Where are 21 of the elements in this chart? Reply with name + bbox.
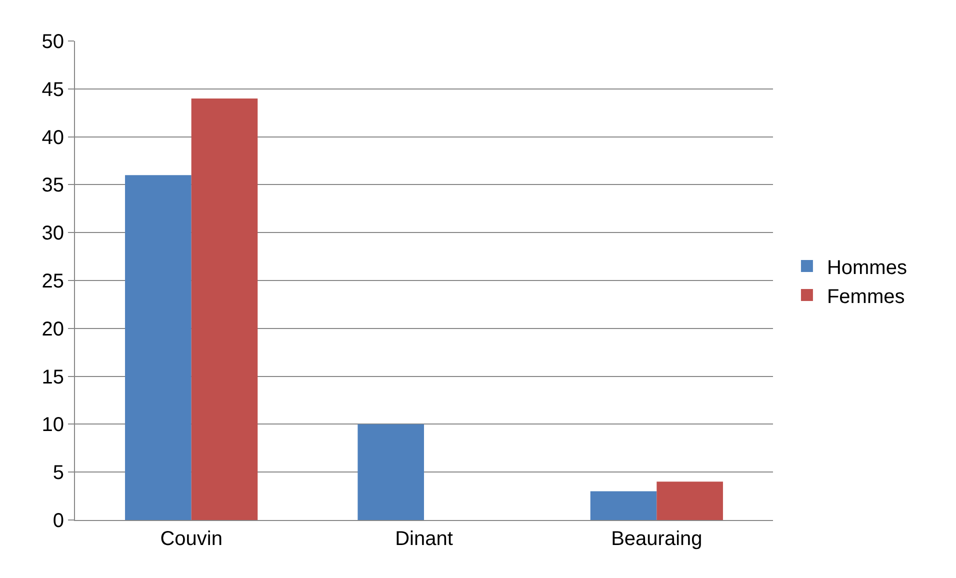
y-tick-label: 35 [42,174,64,197]
y-tick-label: 45 [42,78,64,101]
legend-label: Hommes [826,256,907,279]
bar [358,424,424,520]
y-tick-label: 5 [52,462,64,484]
bar [191,98,258,520]
x-tick-label: Dinant [395,528,454,550]
x-tick-label: Couvin [160,528,222,550]
bar [590,491,657,520]
y-tick-label: 30 [42,222,64,245]
legend-label: Femmes [826,286,905,308]
y-tick-label: 0 [52,510,64,532]
y-tick-label: 15 [42,366,64,388]
y-tick-label: 25 [42,270,64,292]
bar [656,482,723,520]
y-tick-label: 50 [42,31,64,53]
y-tick-label: 40 [42,126,64,149]
bar [125,175,192,520]
y-tick-label: 20 [42,318,64,340]
y-tick-label: 10 [42,414,64,436]
x-tick-label: Beauraing [611,528,702,550]
